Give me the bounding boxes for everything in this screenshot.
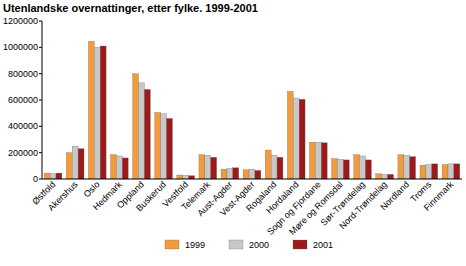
bar	[299, 99, 305, 179]
bar	[249, 169, 255, 179]
bar	[94, 47, 100, 179]
bar	[167, 118, 173, 179]
y-tick-label: 1200000	[3, 16, 38, 26]
bar	[432, 164, 438, 179]
y-tick-label: 0	[33, 174, 38, 184]
bar	[448, 164, 454, 179]
legend-label: 2000	[249, 240, 269, 250]
bar	[337, 159, 343, 179]
bar	[255, 170, 261, 179]
bar	[315, 142, 321, 179]
bar	[365, 160, 371, 179]
bars	[44, 41, 460, 179]
bar	[116, 156, 122, 179]
bar	[376, 174, 382, 179]
bar	[100, 46, 106, 179]
bar	[161, 114, 167, 179]
bar	[388, 174, 394, 179]
bar	[332, 159, 338, 179]
bar	[139, 83, 145, 179]
bar	[155, 113, 161, 179]
bar	[199, 155, 205, 179]
bar	[309, 142, 315, 179]
bar	[144, 89, 150, 179]
bar	[410, 157, 416, 179]
legend-label: 2001	[313, 240, 333, 250]
bar	[72, 146, 78, 179]
bar	[211, 157, 217, 179]
bar	[360, 156, 366, 179]
y-tick-label: 400000	[8, 121, 38, 131]
bar	[78, 149, 84, 179]
y-tick-label: 200000	[8, 148, 38, 158]
bar	[293, 98, 299, 179]
bar	[420, 165, 426, 179]
x-tick-label: Finnmark	[422, 179, 456, 213]
y-axis	[42, 21, 43, 179]
bar	[454, 164, 460, 179]
bar	[56, 173, 62, 179]
y-tick-label: 800000	[8, 69, 38, 79]
legend-swatch	[229, 240, 243, 249]
bar	[287, 91, 293, 179]
x-tick-label: Buskerud	[134, 179, 168, 213]
bar	[243, 170, 249, 179]
legend-swatch	[293, 240, 307, 249]
x-tick-label: Akershus	[46, 179, 80, 213]
bar	[133, 74, 139, 179]
bar	[88, 41, 94, 179]
bar	[426, 165, 432, 179]
bar	[205, 155, 211, 179]
bar	[221, 169, 227, 179]
bar	[277, 157, 283, 179]
y-tick-label: 600000	[8, 95, 38, 105]
bar	[233, 168, 239, 179]
title: Utenlandske overnattinger, etter fylke. …	[3, 2, 258, 14]
bar	[382, 174, 388, 179]
bar	[183, 175, 189, 179]
chart: Utenlandske overnattinger, etter fylke. …	[0, 0, 466, 266]
bar	[177, 175, 183, 179]
x-axis	[42, 179, 462, 180]
bar	[111, 155, 117, 179]
bar	[44, 173, 50, 179]
bar	[122, 158, 128, 179]
legend-label: 1999	[185, 240, 205, 250]
bar	[50, 174, 56, 179]
bar	[398, 155, 404, 179]
bar	[66, 153, 72, 179]
bar	[227, 168, 233, 179]
x-tick-label: Nordland	[378, 179, 411, 212]
bar	[354, 155, 360, 179]
bar	[343, 160, 349, 179]
bar	[404, 155, 410, 179]
y-tick-label: 1000000	[3, 42, 38, 52]
bar	[321, 143, 327, 179]
legend-swatch	[165, 240, 179, 249]
bar	[442, 165, 448, 179]
bar	[271, 155, 277, 179]
bar	[265, 150, 271, 179]
